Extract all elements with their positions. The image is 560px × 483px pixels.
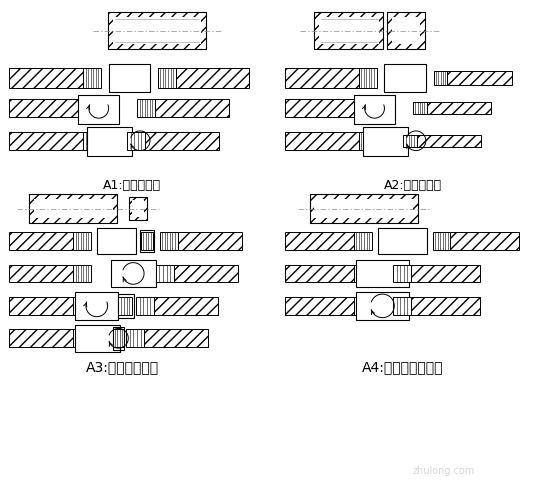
Bar [9, 99, 83, 117]
Bar [83, 132, 101, 150]
Bar [388, 12, 425, 49]
Bar [9, 232, 73, 250]
Bar [73, 265, 91, 282]
Bar [129, 197, 147, 220]
Bar [113, 327, 124, 350]
Bar [393, 297, 411, 315]
Bar [403, 135, 417, 147]
Bar [377, 228, 427, 254]
Bar [113, 329, 124, 347]
Bar [108, 12, 206, 49]
Bar [417, 135, 481, 147]
Bar [158, 68, 176, 88]
Bar [315, 12, 384, 49]
Bar [427, 102, 491, 114]
Bar [141, 232, 153, 250]
Bar [83, 99, 101, 117]
Bar [145, 132, 219, 150]
Bar [73, 297, 91, 315]
Bar [359, 68, 376, 88]
Text: A3:加锁母型接头: A3:加锁母型接头 [86, 360, 159, 374]
Bar [140, 230, 154, 252]
Bar [129, 197, 147, 220]
Bar [119, 297, 132, 315]
Bar [113, 17, 201, 44]
Bar [87, 127, 132, 156]
Bar [78, 95, 119, 124]
Bar [356, 292, 409, 320]
Bar [285, 132, 359, 150]
Bar [174, 265, 237, 282]
Bar [160, 232, 178, 250]
Bar [83, 68, 101, 88]
Bar [144, 329, 208, 347]
Bar [176, 68, 249, 88]
Bar [73, 329, 91, 347]
Bar [354, 297, 372, 315]
Bar [363, 127, 408, 156]
Bar [315, 199, 413, 218]
Bar [132, 200, 144, 217]
Bar [156, 265, 174, 282]
Text: zhulong.com: zhulong.com [413, 466, 475, 476]
Bar [155, 99, 229, 117]
Bar [393, 17, 420, 44]
Bar [411, 297, 480, 315]
Bar [110, 260, 156, 287]
Bar [285, 99, 359, 117]
Bar [108, 12, 206, 49]
Bar [136, 297, 154, 315]
Bar [9, 297, 73, 315]
Bar [388, 12, 425, 49]
Bar [319, 17, 379, 44]
Bar [413, 102, 427, 114]
Text: A1:标准型接头: A1:标准型接头 [103, 179, 161, 192]
Bar [9, 265, 73, 282]
Bar [154, 297, 218, 315]
Bar [178, 232, 241, 250]
Bar [315, 12, 384, 49]
Bar [447, 71, 511, 85]
Bar [29, 194, 118, 223]
Bar [109, 64, 150, 92]
Bar [310, 194, 418, 223]
Bar [433, 71, 447, 85]
Text: A4:正反丝扣型接头: A4:正反丝扣型接头 [362, 360, 444, 374]
Bar [359, 99, 376, 117]
Bar [127, 132, 145, 150]
Bar [354, 95, 395, 124]
Bar [285, 68, 359, 88]
Bar [9, 132, 83, 150]
Bar [119, 294, 134, 318]
Bar [310, 194, 418, 223]
Text: A2:异径型接头: A2:异径型接头 [384, 179, 442, 192]
Bar [34, 199, 113, 218]
Bar [137, 99, 155, 117]
Bar [356, 260, 409, 287]
Bar [127, 329, 144, 347]
Bar [285, 265, 354, 282]
Bar [450, 232, 519, 250]
Bar [285, 297, 354, 315]
Bar [285, 232, 354, 250]
Bar [393, 265, 411, 282]
Bar [75, 325, 120, 352]
Bar [354, 232, 372, 250]
Bar [384, 64, 426, 92]
Bar [75, 292, 119, 320]
Bar [411, 265, 480, 282]
Bar [73, 232, 91, 250]
Bar [97, 228, 136, 254]
Bar [359, 132, 376, 150]
Bar [433, 232, 450, 250]
Bar [9, 329, 73, 347]
Bar [9, 68, 83, 88]
Bar [29, 194, 118, 223]
Bar [109, 64, 150, 92]
Bar [354, 265, 372, 282]
